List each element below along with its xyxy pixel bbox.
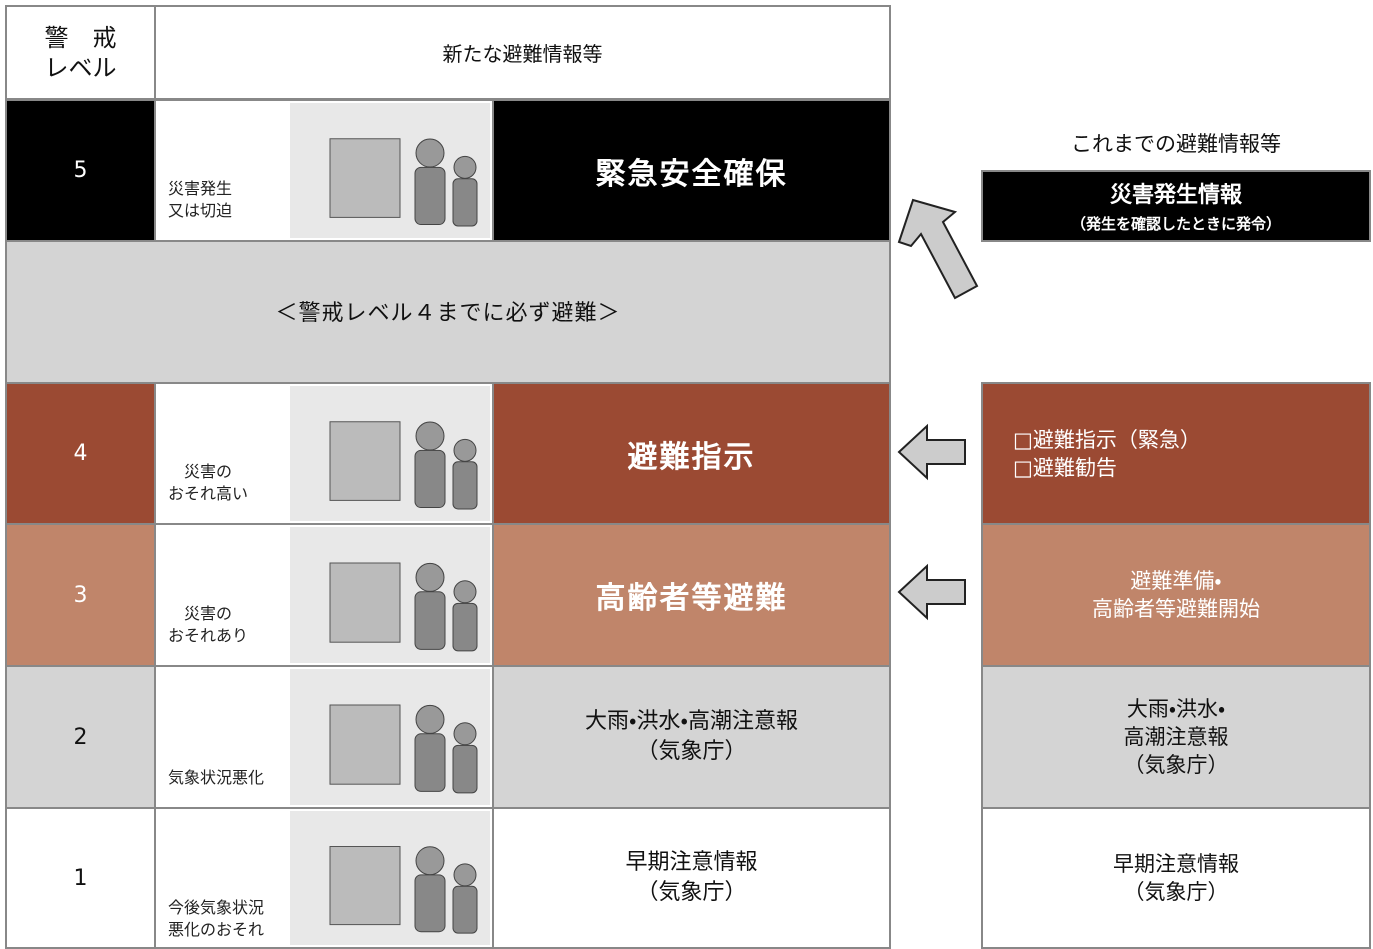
text-line: （発生を確認したときに発令） [1070, 214, 1281, 233]
previous-cell: 大雨・洪水・ 高潮注意報 （気象庁） [981, 665, 1371, 809]
header-title-text: 新たな避難情報等 [442, 42, 603, 66]
illustration-cell: 災害発生 又は切迫 [154, 99, 494, 242]
text-line: 早期注意情報 [625, 850, 758, 875]
caption: 災害発生 又は切迫 [168, 178, 233, 222]
caption: 気象状況悪化 [168, 767, 265, 789]
illustration-cell: 災害の おそれ高い [154, 382, 494, 525]
band-text: ＜警戒レベル４までに必ず避難＞ [275, 301, 621, 326]
illustration [290, 386, 490, 521]
illustration-cell: 今後気象状況 悪化のおそれ [154, 807, 494, 949]
text-line: 緊急安全確保 [595, 156, 788, 192]
caption: 災害の おそれ高い [168, 461, 249, 505]
previous-cell: □避難指示（緊急） □避難勧告 [981, 382, 1371, 525]
caption: 災害の おそれあり [168, 603, 249, 647]
text-line: 避難指示 [627, 439, 756, 475]
previous-cell: 災害発生情報 （発生を確認したときに発令） [981, 170, 1371, 242]
illustration [290, 811, 490, 945]
illustration [290, 103, 490, 238]
text-line: （気象庁） [636, 880, 747, 905]
text-line: 高齢者等避難開始 [1092, 597, 1260, 621]
previous-cell: 避難準備・高齢者等避難開始 [981, 523, 1371, 667]
level-cell: 2 [5, 665, 156, 809]
illustration-cell: 気象状況悪化 [154, 665, 494, 809]
text-line: □避難勧告 [1013, 455, 1117, 480]
text-line: 又は切迫 [168, 200, 233, 222]
action-cell: 緊急安全確保 [492, 99, 891, 242]
previous-title: これまでの避難情報等 [1071, 132, 1281, 156]
level-cell: 1 [5, 807, 156, 949]
level-number: 4 [73, 441, 88, 466]
action-cell: 高齢者等避難 [492, 523, 891, 667]
text-line: 災害の [168, 461, 249, 483]
text-line: レベル [44, 53, 117, 82]
illustration-cell: 災害の おそれあり [154, 523, 494, 667]
illustration [290, 669, 490, 805]
level-header: 警 戒レベル [5, 5, 156, 100]
level-number: 2 [73, 724, 88, 750]
text-line: 災害発生 [168, 178, 233, 200]
text-line: □避難指示（緊急） [1013, 427, 1201, 452]
action-cell: 避難指示 [492, 382, 891, 525]
action-cell: 大雨・洪水・高潮注意報 （気象庁） [492, 665, 891, 809]
text-line: 高齢者等避難 [595, 581, 788, 616]
text-line: （気象庁） [1123, 880, 1229, 904]
previous-cell: 早期注意情報 （気象庁） [981, 807, 1371, 949]
level-cell: 5 [5, 99, 156, 242]
caption: 今後気象状況 悪化のおそれ [168, 897, 265, 941]
level-cell: 4 [5, 382, 156, 525]
level-number: 5 [73, 158, 88, 183]
text-line: 災害発生情報 [1109, 182, 1242, 208]
text-line: 気象状況悪化 [168, 767, 265, 789]
level-number: 3 [73, 582, 88, 608]
text-line: 警 戒 [44, 23, 117, 52]
text-line: 避難準備・ [1130, 569, 1222, 593]
text-line: 今後気象状況 [168, 897, 265, 919]
text-line: 高潮注意報 [1123, 725, 1229, 749]
text-line: （気象庁） [636, 739, 747, 764]
text-line: （気象庁） [1123, 753, 1229, 777]
text-line: 災害の [168, 603, 249, 625]
level-cell: 3 [5, 523, 156, 667]
evacuation-band: ＜警戒レベル４までに必ず避難＞ [5, 238, 891, 384]
text-line: おそれあり [168, 625, 249, 647]
text-line: 早期注意情報 [1113, 852, 1239, 876]
header-title: 新たな避難情報等 [154, 5, 891, 100]
level-number: 1 [73, 865, 88, 891]
illustration [290, 527, 490, 663]
text-line: 大雨・洪水・ [1126, 697, 1226, 721]
text-line: おそれ高い [168, 483, 249, 505]
action-cell: 早期注意情報 （気象庁） [492, 807, 891, 949]
text-line: 悪化のおそれ [168, 919, 265, 941]
text-line: 大雨・洪水・高潮注意報 [585, 709, 798, 734]
arrows [897, 198, 979, 621]
